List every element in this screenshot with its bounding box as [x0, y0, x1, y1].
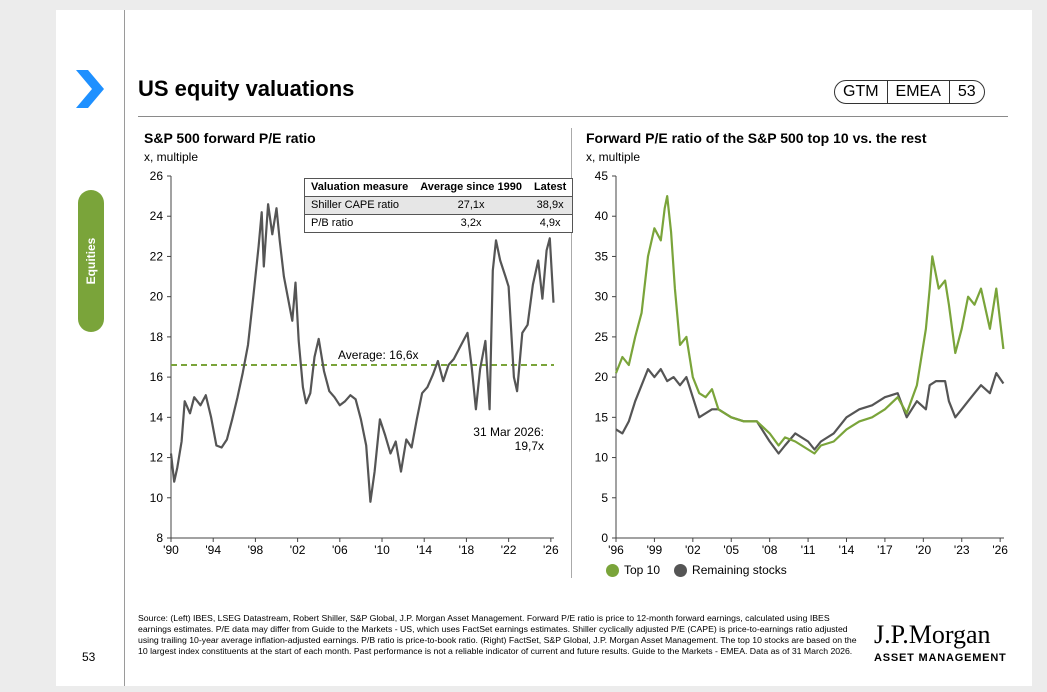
right-y-tick-label: 15 [595, 410, 609, 424]
table-header-average: Average since 1990 [420, 181, 522, 193]
series-line-forward-pe [169, 203, 555, 503]
left-y-tick-label: 10 [150, 491, 164, 505]
source-note: Source: (Left) IBES, LSEG Datastream, Ro… [138, 613, 857, 656]
left-x-tick-label: '94 [205, 543, 221, 557]
gtm-badge: GTM EMEA 53 [834, 80, 985, 104]
right-y-tick-label: 0 [601, 531, 608, 545]
right-chart-legend: Top 10 Remaining stocks [606, 563, 787, 577]
badge-page: 53 [948, 81, 984, 103]
right-x-tick-label: '17 [877, 543, 893, 557]
slide: Equities 53 US equity valuations GTM EME… [56, 10, 1032, 686]
table-row: Shiller CAPE ratio 27,1x 38,9x [304, 196, 573, 215]
right-y-tick-label: 10 [595, 451, 609, 465]
left-x-tick-label: '22 [501, 543, 517, 557]
chart-divider [571, 128, 572, 578]
right-x-tick-label: '23 [954, 543, 970, 557]
left-y-tick-label: 20 [150, 290, 164, 304]
right-x-tick-label: '20 [916, 543, 932, 557]
table-cell-latest: 38,9x [527, 196, 573, 215]
table-header-measure: Valuation measure [311, 181, 409, 193]
right-y-tick-label: 5 [601, 491, 608, 505]
left-y-tick-label: 26 [150, 169, 164, 183]
right-x-tick-label: '08 [762, 543, 778, 557]
left-x-tick-label: '10 [374, 543, 390, 557]
left-y-tick-label: 18 [150, 330, 164, 344]
right-x-tick-label: '99 [647, 543, 663, 557]
left-x-tick-label: '06 [332, 543, 348, 557]
table-header-latest: Latest [533, 181, 567, 193]
left-chart-ylabel: x, multiple [144, 150, 199, 164]
right-y-tick-label: 25 [595, 330, 609, 344]
right-chart-title: Forward P/E ratio of the S&P 500 top 10 … [586, 130, 927, 146]
right-y-tick-label: 35 [595, 249, 609, 263]
legend-dot-top10 [606, 563, 619, 577]
left-x-tick-label: '02 [290, 543, 306, 557]
section-tab-equities[interactable]: Equities [78, 190, 104, 332]
series-line-remaining [615, 368, 1005, 455]
left-y-tick-label: 24 [150, 209, 164, 223]
right-x-tick-label: '02 [685, 543, 701, 557]
brand-name: J.P.Morgan [874, 620, 991, 649]
average-label: Average: 16,6x [338, 348, 419, 362]
left-chart-title: S&P 500 forward P/E ratio [144, 130, 316, 146]
left-y-tick-label: 22 [150, 249, 164, 263]
table-cell-average: 27,1x [414, 196, 528, 215]
latest-label-value: 19,7x [515, 439, 544, 453]
legend-label-top10: Top 10 [624, 563, 661, 577]
table-row: P/B ratio 3,2x 4,9x [304, 214, 573, 233]
brand-logo: J.P.Morgan ASSET MANAGEMENT [874, 620, 1007, 664]
left-x-tick-label: '18 [459, 543, 475, 557]
left-y-tick-label: 8 [156, 531, 163, 545]
left-x-tick-label: '14 [416, 543, 432, 557]
left-y-tick-label: 14 [150, 410, 164, 424]
right-x-tick-label: '14 [839, 543, 855, 557]
left-y-tick-label: 16 [150, 370, 164, 384]
latest-label-date: 31 Mar 2026: [473, 425, 544, 439]
right-y-tick-label: 20 [595, 370, 609, 384]
table-cell-average: 3,2x [414, 214, 528, 233]
page-number: 53 [82, 650, 96, 664]
left-chart: 8 10 12 14 16 18 20 22 24 26 '90 '94 '98 '02 '06 '10 '14… [150, 169, 1009, 557]
chevron-right-icon [76, 70, 104, 108]
right-chart-ylabel: x, multiple [586, 150, 641, 164]
right-x-tick-label: '05 [723, 543, 739, 557]
left-x-tick-label: '98 [248, 543, 264, 557]
right-y-tick-label: 30 [595, 290, 609, 304]
right-x-tick-label: '11 [801, 543, 816, 557]
badge-gtm: GTM [843, 83, 879, 100]
page-title: US equity valuations [138, 76, 355, 101]
brand-subtitle: ASSET MANAGEMENT [874, 652, 1007, 664]
table-cell-latest: 4,9x [527, 214, 573, 233]
legend-dot-remaining [674, 563, 688, 577]
right-x-tick-label: '96 [608, 543, 624, 557]
valuation-table: Valuation measure Average since 1990 Lat… [304, 178, 574, 233]
legend-label-remaining: Remaining stocks [692, 563, 787, 577]
title-rule [138, 116, 1008, 117]
right-x-tick-label: '26 [992, 543, 1008, 557]
left-x-tick-label: '26 [543, 543, 559, 557]
table-cell-measure: Shiller CAPE ratio [304, 196, 415, 215]
vertical-divider [124, 10, 125, 686]
left-y-tick-label: 12 [150, 451, 164, 465]
badge-region: EMEA [886, 81, 949, 103]
right-y-tick-label: 40 [595, 209, 609, 223]
right-y-tick-label: 45 [595, 169, 609, 183]
left-x-tick-label: '90 [163, 543, 179, 557]
series-line-top10 [614, 195, 1005, 455]
table-cell-measure: P/B ratio [304, 214, 415, 233]
